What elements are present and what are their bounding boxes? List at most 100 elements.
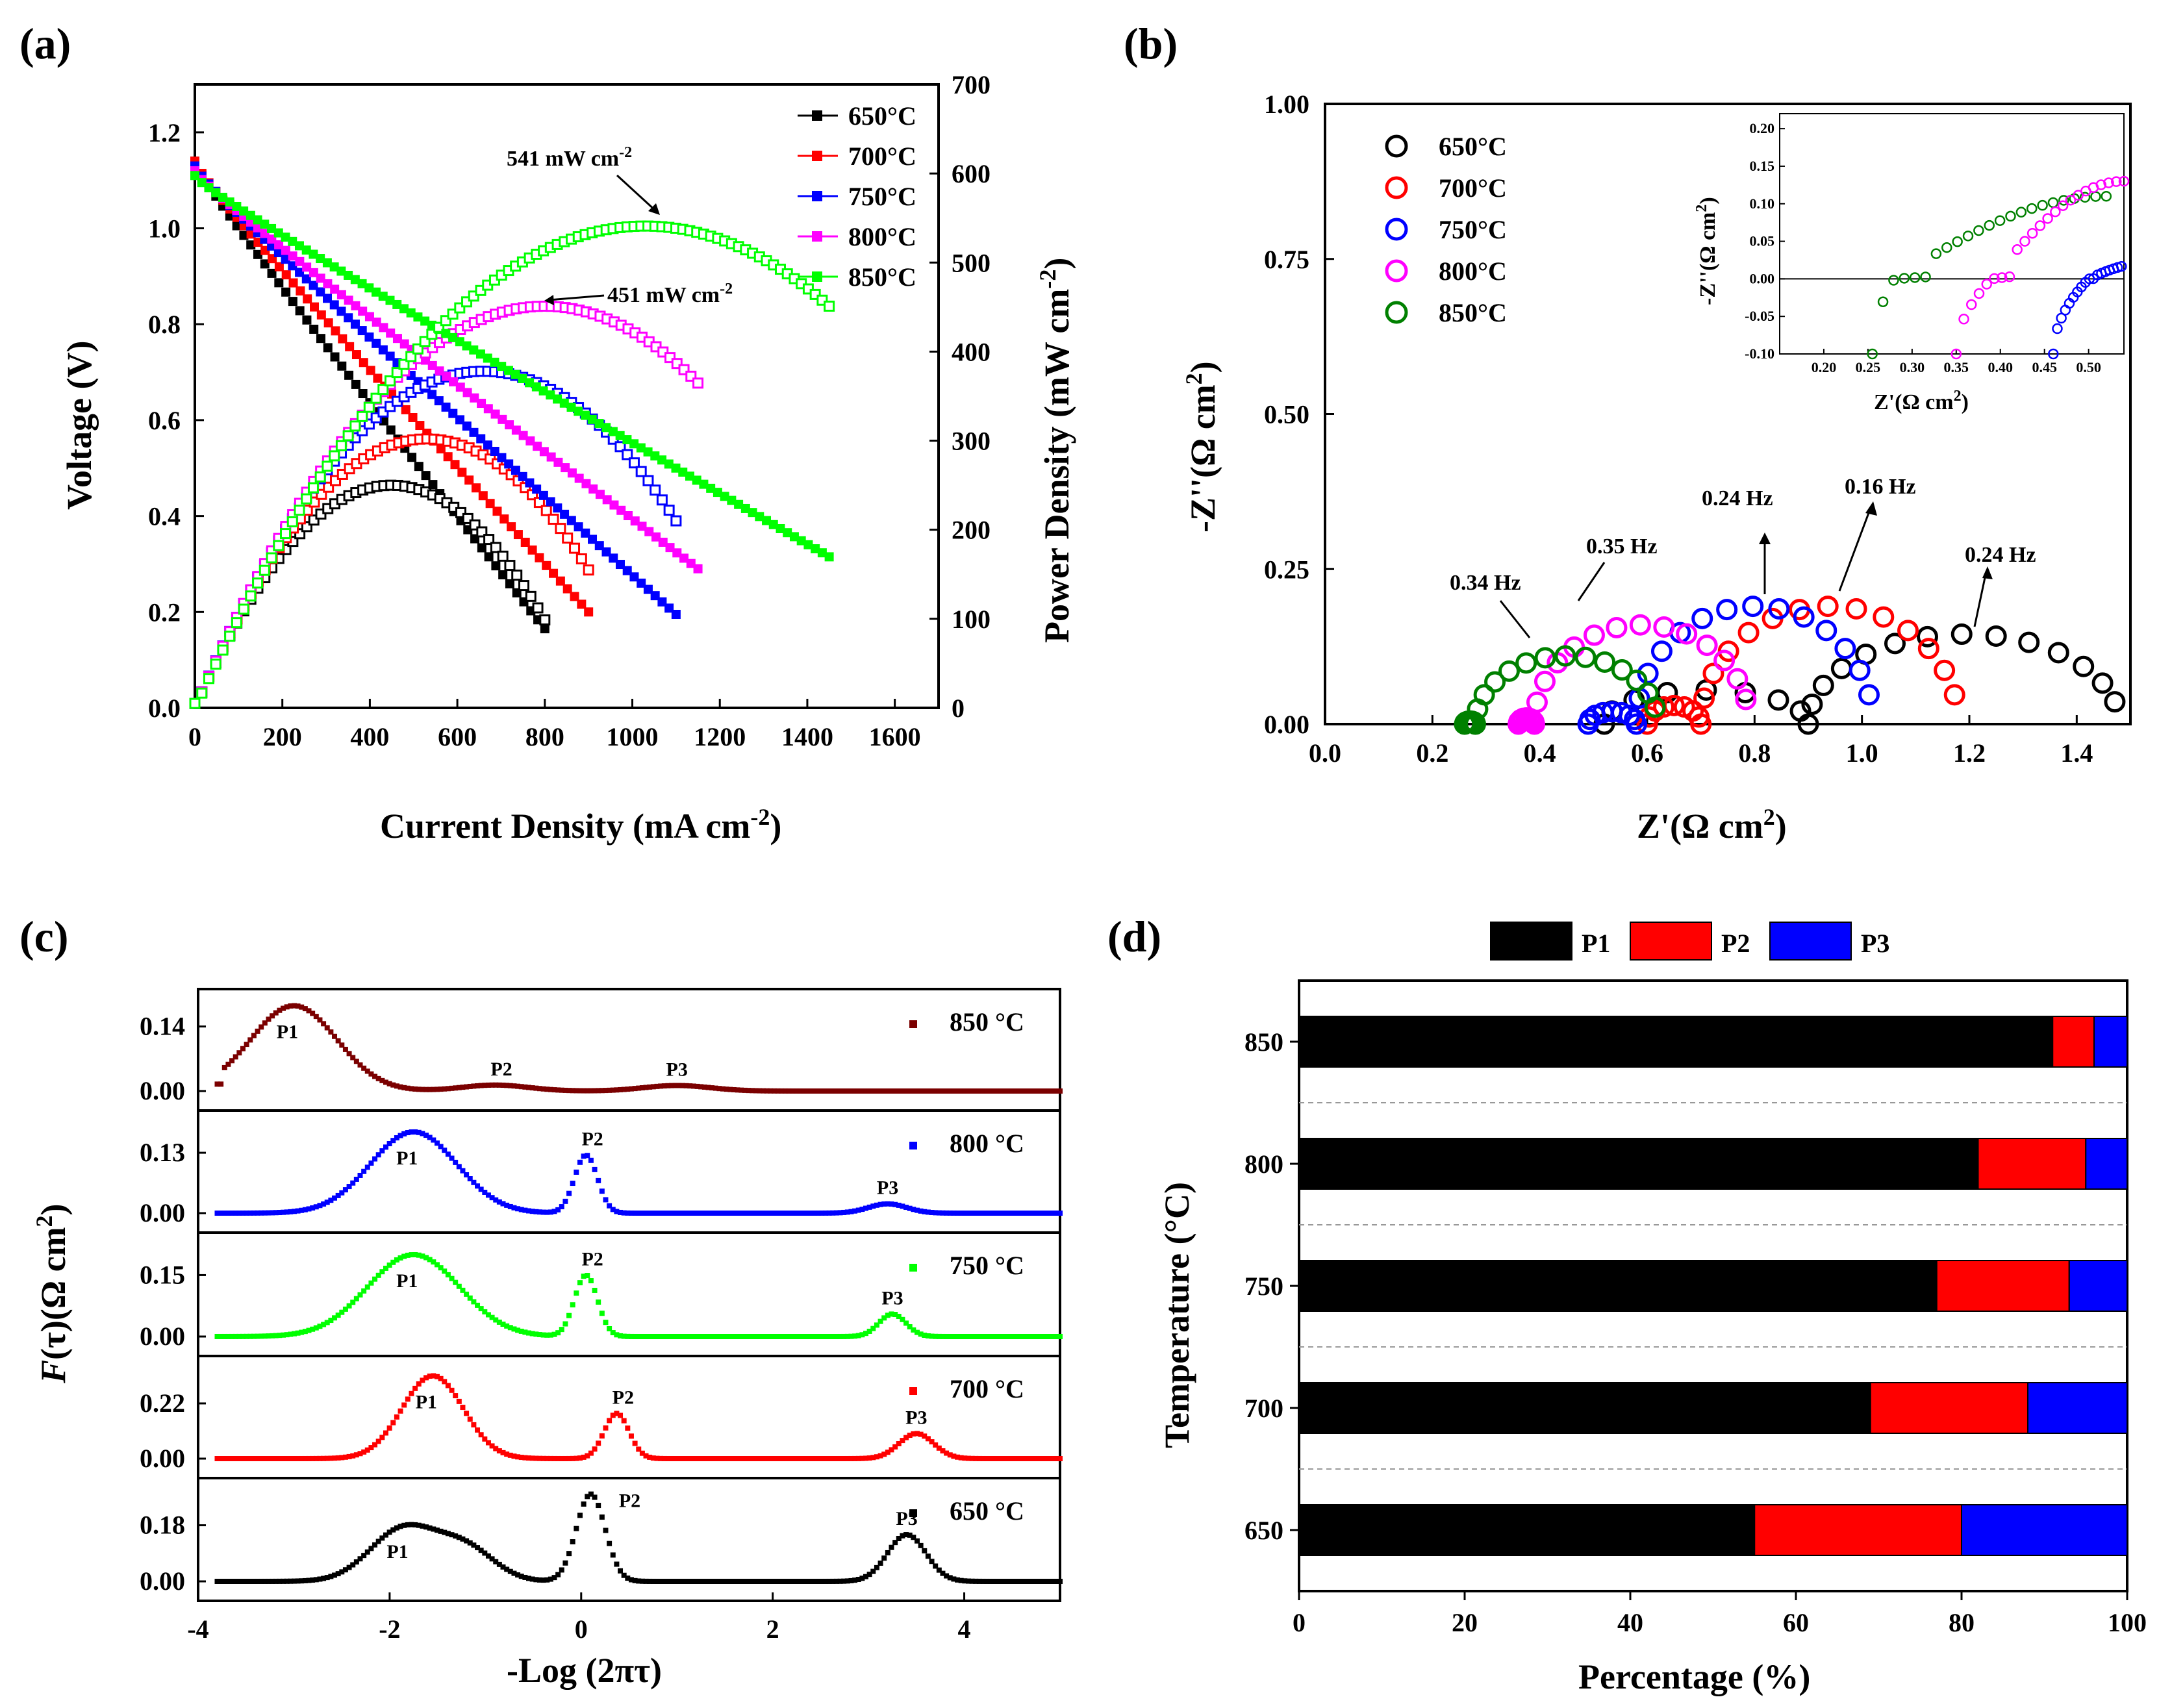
chart-c-point [1016, 1579, 1022, 1584]
chart-c-point [874, 1322, 879, 1328]
chart-a-annotation-541: 541 mW cm-2 [507, 144, 632, 171]
chart-c-point [833, 1333, 839, 1339]
chart-b-arrowhead-2 [1759, 533, 1771, 544]
chart-c-point [299, 1329, 305, 1335]
chart-a-voltage-point [546, 497, 555, 507]
chart-c-point [607, 1418, 612, 1424]
chart-c-point [727, 1456, 733, 1461]
chart-a-voltage-point [727, 496, 737, 505]
chart-b-inset-ylabel: -Z''(Ω cm2) [1693, 197, 1720, 305]
chart-c-point [1016, 1088, 1022, 1094]
chart-c-point [548, 1576, 553, 1582]
chart-b-ytick-label: 0.00 [1264, 710, 1309, 739]
chart-c-point [581, 1454, 587, 1460]
chart-c-point [720, 1456, 726, 1461]
chart-c-point [328, 1318, 334, 1324]
chart-c-point [350, 1055, 356, 1061]
chart-c-point [401, 1085, 407, 1090]
chart-c-point [885, 1312, 890, 1318]
chart-c-point [405, 1396, 410, 1402]
chart-c-point [482, 1189, 488, 1195]
chart-c-point [559, 1455, 564, 1461]
chart-c-point [900, 1088, 905, 1094]
chart-c-point [350, 1453, 356, 1459]
chart-c-point [251, 1210, 257, 1216]
chart-c-point [739, 1334, 744, 1339]
chart-c-point [881, 1088, 887, 1094]
chart-c-point [1006, 1456, 1012, 1461]
chart-c-point [1024, 1211, 1030, 1216]
chart-c-point [281, 1455, 286, 1461]
chart-c-point [434, 1527, 440, 1533]
chart-c-point [511, 1570, 517, 1576]
chart-c-point [877, 1318, 883, 1324]
chart-c-point [907, 1088, 913, 1094]
chart-c-point [929, 1439, 935, 1445]
chart-c-point [526, 1455, 532, 1461]
chart-c-point [317, 1455, 323, 1461]
chart-a-voltage-point [427, 360, 437, 370]
chart-c-point [947, 1333, 953, 1339]
chart-c-point [826, 1210, 832, 1216]
chart-c-point [804, 1088, 810, 1094]
chart-c-point [958, 1210, 964, 1216]
chart-c-point [302, 1329, 308, 1335]
chart-a-power-point [301, 493, 312, 505]
chart-c-point [475, 1545, 481, 1551]
chart-c-point [925, 1333, 931, 1338]
chart-c-point [214, 1333, 220, 1339]
chart-c-point [716, 1086, 722, 1092]
chart-c-point [548, 1086, 553, 1092]
chart-c-point [394, 1083, 399, 1089]
chart-c-point [701, 1084, 707, 1090]
chart-c-point [236, 1578, 242, 1584]
chart-b-xtick-label: 0.8 [1738, 738, 1771, 768]
chart-c-point [317, 1576, 323, 1582]
chart-c-point [1013, 1456, 1019, 1461]
chart-c-point [801, 1456, 807, 1461]
chart-c-point [987, 1088, 993, 1094]
chart-a-voltage-point [636, 443, 646, 453]
chart-c-point [621, 1418, 627, 1424]
chart-c-point [731, 1579, 737, 1584]
chart-c-point [650, 1333, 656, 1339]
chart-c-point [259, 1578, 264, 1584]
chart-c-point [489, 1082, 495, 1088]
chart-a-xtick-label: 800 [525, 722, 564, 751]
chart-c-point [464, 1172, 470, 1177]
chart-c-point [427, 1086, 433, 1092]
chart-c-point [427, 1257, 433, 1262]
chart-d-bar-p2 [1869, 1382, 2028, 1434]
chart-c-point [819, 1456, 825, 1461]
chart-b-ytick-label: 0.50 [1264, 400, 1309, 429]
chart-c-point [676, 1455, 682, 1461]
chart-c-point [390, 1420, 396, 1425]
chart-a-voltage-point [498, 414, 507, 424]
chart-c-point [1002, 1334, 1008, 1339]
chart-c-point [892, 1444, 898, 1450]
chart-a-voltage-point [323, 318, 333, 328]
chart-c-point [889, 1088, 894, 1094]
chart-a-power-point [210, 659, 221, 670]
chart-a-voltage-point [281, 270, 291, 280]
chart-c-point [522, 1207, 528, 1213]
chart-c-peak-label: P2 [581, 1129, 603, 1150]
chart-c-point [577, 1513, 583, 1518]
chart-b-inset-point [1981, 279, 1992, 290]
chart-a-voltage-point [609, 553, 618, 563]
chart-a-voltage-point [637, 521, 647, 531]
chart-a-voltage-point [615, 560, 625, 570]
chart-c-point [914, 1431, 920, 1437]
chart-c-point [310, 1011, 316, 1016]
chart-c-point [980, 1211, 986, 1216]
chart-a-voltage-point [644, 527, 654, 536]
chart-a-voltage-point [511, 425, 521, 435]
chart-c-point [339, 1569, 345, 1575]
chart-a-voltage-point [274, 278, 284, 288]
chart-c-point [687, 1083, 693, 1089]
chart-c-point [368, 1071, 374, 1077]
chart-c-point [610, 1087, 616, 1093]
chart-c-point [603, 1425, 609, 1431]
